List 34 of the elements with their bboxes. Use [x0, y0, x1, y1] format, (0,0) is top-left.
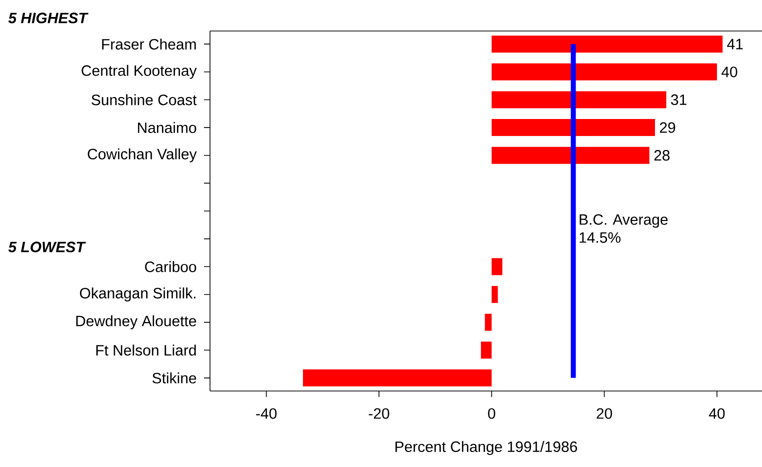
y-tick-label: Dewdney Alouette: [76, 315, 196, 330]
bar: [492, 36, 723, 53]
x-tick-label: 0: [488, 408, 496, 419]
bar: [492, 286, 498, 303]
text: 5 HIGHEST: [8, 12, 88, 24]
y-tick-label: Ft Nelson Liard: [96, 344, 196, 356]
y-tick-label: Central Kootenay: [82, 64, 197, 79]
bar: [302, 369, 492, 386]
data-label: 29: [660, 122, 676, 133]
data-label: 40: [721, 66, 738, 78]
y-tick-label: Cariboo: [145, 261, 196, 272]
y-tick-label: Fraser Cheam: [102, 38, 196, 50]
data-label: 31: [671, 94, 686, 106]
y-tick-label: Stikine: [152, 372, 196, 384]
y-tick-label: Cowichan Valley: [88, 148, 197, 162]
x-tick-label: 20: [596, 408, 612, 419]
bar: [484, 314, 492, 331]
bar: [492, 91, 666, 108]
y-tick-label: Nanaimo: [138, 122, 196, 134]
bar: [492, 146, 650, 164]
x-tick-label: -20: [368, 408, 390, 419]
x-tick-label: -40: [256, 408, 277, 419]
bar: [492, 119, 655, 136]
bar: [492, 63, 717, 80]
ref-line-label: B.C. Average 14.5%: [580, 214, 668, 243]
y-tick-label: Sunshine Coast: [92, 94, 197, 106]
data-label: 41: [727, 38, 743, 50]
bar: [480, 342, 492, 359]
x-tick-label: 40: [708, 408, 725, 419]
data-label: 28: [654, 150, 670, 161]
text: 5 LOWEST: [8, 242, 86, 252]
bar: [492, 258, 502, 276]
y-tick-label: Okanagan Similk.: [80, 287, 196, 302]
x-axis-title: Percent Change 1991/1986: [395, 441, 578, 455]
